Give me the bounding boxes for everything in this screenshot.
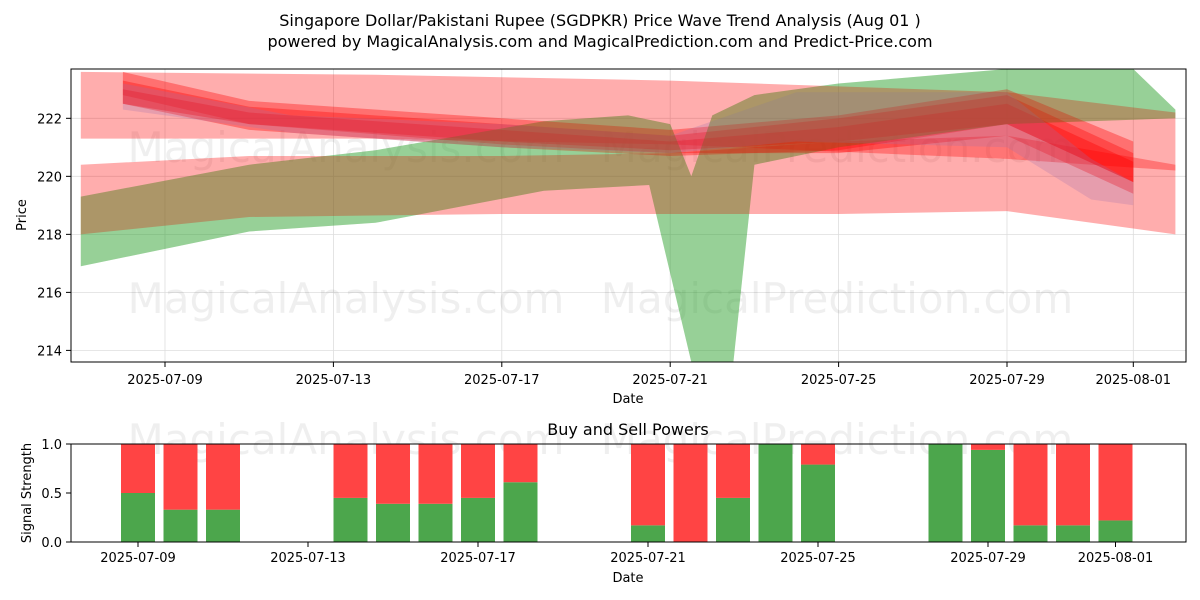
signal-y-tick-label: 1.0 <box>41 438 62 453</box>
signal-x-tick-label: 2025-07-09 <box>100 551 176 566</box>
sell-power-bar <box>673 444 708 542</box>
red-trend-band <box>80 71 1176 171</box>
price-y-tick-label: 216 <box>37 286 62 301</box>
price-y-tick-label: 222 <box>37 112 62 127</box>
price-y-ticks: 214 216 218 220 222 <box>37 112 71 359</box>
price-x-tick-label: 2025-07-09 <box>127 373 203 388</box>
buy-power-bar <box>631 525 665 542</box>
sell-power-bar <box>376 444 410 504</box>
buy-power-bar <box>503 482 538 542</box>
price-x-axis-label: Date <box>612 392 643 407</box>
buy-power-bar <box>461 497 495 542</box>
price-axes-frame <box>70 68 1187 363</box>
sell-power-bar <box>461 444 495 498</box>
signal-x-tick-label: 2025-07-13 <box>270 551 346 566</box>
buy-power-bar <box>928 444 963 542</box>
purple-trend-band <box>122 83 1134 206</box>
signal-axes-frame <box>70 443 1187 543</box>
price-y-tick-label: 218 <box>37 228 62 243</box>
signal-x-tick-label: 2025-07-29 <box>950 551 1026 566</box>
buy-power-bar <box>758 444 793 542</box>
signal-x-tick-label: 2025-07-17 <box>440 551 516 566</box>
price-x-ticks: 2025-07-09 2025-07-13 2025-07-17 2025-07-21… <box>127 362 1171 388</box>
signal-y-ticks: 0.0 0.5 1.0 <box>41 438 71 551</box>
price-panel: MagicalAnalysis.com MagicalPrediction.co… <box>15 68 1187 407</box>
buy-power-bar <box>801 464 835 542</box>
chart-title-line1: Singapore Dollar/Pakistani Rupee (SGDPKR… <box>279 11 921 30</box>
price-grid <box>71 69 1186 362</box>
green-trend-band <box>80 69 1176 362</box>
sell-power-bar <box>418 444 453 504</box>
buy-power-bar <box>333 497 368 542</box>
sell-power-bar <box>1098 444 1133 521</box>
price-x-tick-label: 2025-08-01 <box>1096 373 1172 388</box>
price-y-tick-label: 214 <box>37 344 62 359</box>
buy-power-bar <box>971 449 1005 542</box>
signal-x-tick-label: 2025-08-01 <box>1078 551 1154 566</box>
signal-panel: Buy and Sell Powers MagicalAnalysis.com … <box>20 415 1187 586</box>
buy-power-bar <box>716 497 750 542</box>
buy-power-bar <box>206 509 240 542</box>
buy-power-bar <box>121 493 155 542</box>
signal-y-tick-label: 0.0 <box>41 536 62 551</box>
sell-power-bar <box>503 444 538 483</box>
watermark-analysis-mid: MagicalAnalysis.com <box>128 274 565 323</box>
red-trend-band <box>122 80 1134 194</box>
price-x-tick-label: 2025-07-21 <box>632 373 708 388</box>
buy-power-bar <box>376 503 410 542</box>
signal-bars <box>121 444 1133 542</box>
sell-power-bar <box>631 444 665 526</box>
sell-power-bar <box>1013 444 1048 526</box>
sell-power-bar <box>801 444 835 465</box>
signal-y-tick-label: 0.5 <box>41 487 62 502</box>
buy-power-bar <box>1056 525 1090 542</box>
watermark-prediction-top: MagicalPrediction.com <box>601 123 1074 172</box>
buy-power-bar <box>163 509 198 542</box>
sell-power-bar <box>121 444 155 493</box>
sell-power-bar <box>971 444 1005 450</box>
price-y-tick-label: 220 <box>37 170 62 185</box>
buy-power-bar <box>418 503 453 542</box>
price-bands <box>80 69 1176 362</box>
chart-title-line2: powered by MagicalAnalysis.com and Magic… <box>267 32 932 51</box>
red-trend-band <box>122 71 1134 183</box>
sell-power-bar <box>206 444 240 510</box>
buy-power-bar <box>1098 520 1133 542</box>
price-x-tick-label: 2025-07-25 <box>801 373 877 388</box>
price-x-tick-label: 2025-07-29 <box>969 373 1045 388</box>
price-x-tick-label: 2025-07-13 <box>296 373 372 388</box>
sell-power-bar <box>333 444 368 498</box>
green-trend-band-overlay <box>80 69 1176 362</box>
price-x-tick-label: 2025-07-17 <box>464 373 540 388</box>
price-watermarks: MagicalAnalysis.com MagicalPrediction.co… <box>128 123 1074 323</box>
buy-power-bar <box>1013 525 1048 542</box>
sell-power-bar <box>716 444 750 498</box>
signal-y-axis-label: Signal Strength <box>20 443 35 543</box>
signal-panel-title: Buy and Sell Powers <box>547 420 709 439</box>
sell-power-bar <box>163 444 198 510</box>
sell-power-bar <box>1056 444 1090 526</box>
red-trend-band <box>80 135 1176 235</box>
signal-x-axis-label: Date <box>612 571 643 586</box>
signal-x-tick-label: 2025-07-21 <box>610 551 686 566</box>
price-y-axis-label: Price <box>15 199 30 231</box>
watermark-analysis-top: MagicalAnalysis.com <box>128 123 565 172</box>
watermark-prediction-mid: MagicalPrediction.com <box>601 274 1074 323</box>
signal-x-ticks: 2025-07-09 2025-07-13 2025-07-17 2025-07-21… <box>100 542 1153 566</box>
signal-x-tick-label: 2025-07-25 <box>780 551 856 566</box>
